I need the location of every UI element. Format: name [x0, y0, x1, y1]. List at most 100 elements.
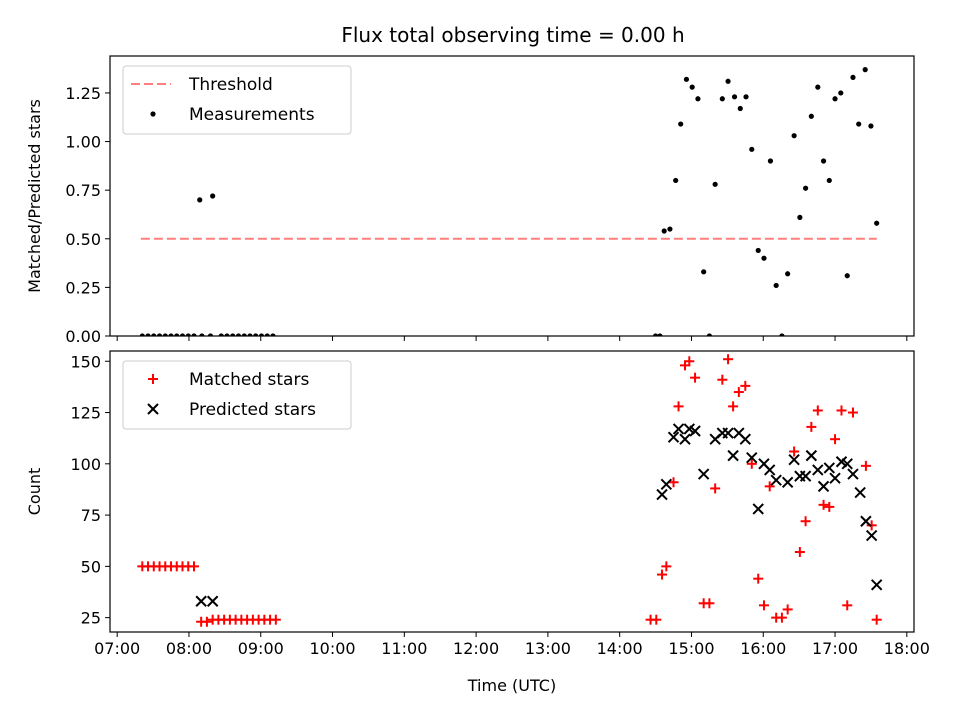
measurement-point [235, 333, 242, 336]
predicted-star-point [823, 462, 835, 474]
measurement-point [832, 96, 838, 102]
matched-star-point [812, 405, 823, 416]
x-tick-label: 10:00 [309, 639, 355, 658]
predicted-star-d2 [672, 423, 685, 435]
y-tick-label: 75 [81, 506, 101, 525]
predicted-star-point [739, 433, 752, 445]
predicted-star-d2 [764, 464, 776, 476]
predicted-star-d2 [788, 454, 800, 466]
axes-frame [109, 55, 915, 337]
y-tick-label: 0.50 [65, 230, 101, 249]
predicted-star-d2 [841, 458, 853, 470]
matched-star-point [201, 616, 212, 627]
measurement-point [695, 96, 701, 102]
measurement-point [156, 333, 163, 336]
x-tick-label: 18:00 [884, 639, 930, 658]
legend-dot-swatch [150, 111, 156, 117]
x-axis-label: Time (UTC) [467, 676, 556, 695]
x-tick-label: 13:00 [525, 639, 571, 658]
measurement-point [749, 146, 755, 152]
matched-star-point [690, 372, 701, 383]
predicted-star-d2 [835, 456, 848, 468]
matched-star-point [657, 569, 668, 580]
predicted-star-point [865, 529, 878, 542]
predicted-star-point [206, 595, 219, 607]
matched-star-point [776, 612, 787, 623]
top-panel: 0.00 0.25 0.50 0.75 1.00 1.25 Matched/Predicte… [25, 55, 915, 346]
matched-star-point [710, 483, 721, 494]
matched-star-point [188, 561, 199, 572]
predicted-star-point [672, 423, 685, 435]
predicted-star-d2 [697, 468, 710, 480]
matched-star-point [758, 600, 769, 611]
measurement-point [247, 333, 253, 336]
x-tick-label: 15:00 [668, 639, 714, 658]
measurement-point [673, 177, 679, 184]
predicted-star-d2 [683, 423, 696, 435]
predicted-star-point [660, 478, 673, 491]
matched-star-point [668, 477, 679, 488]
measurement-point [657, 333, 663, 336]
y-axis-label: Matched/Predicted stars [25, 99, 44, 293]
measurement-point [241, 333, 247, 336]
matched-star-point [794, 547, 805, 558]
measurement-point [210, 193, 216, 199]
matched-star-point [806, 421, 817, 432]
matched-star-point [866, 520, 877, 531]
matched-star-point [830, 434, 841, 445]
measurement-point [815, 84, 821, 90]
measurement-point [826, 177, 832, 184]
predicted-star-d2 [733, 427, 745, 439]
predicted-star-point [679, 433, 691, 445]
x-tick-label: 17:00 [812, 639, 858, 658]
matched-star-point [270, 614, 281, 625]
predicted-star-d2 [689, 425, 701, 437]
legend-plus-label: Matched stars [189, 370, 309, 390]
measurement-point [197, 197, 203, 203]
matched-star-point [684, 356, 695, 367]
predicted-star-point [752, 503, 764, 515]
measurement-point [689, 84, 695, 90]
measurement-point [838, 90, 844, 96]
x-tick-label: 08:00 [166, 639, 212, 658]
predicted-star-point [817, 480, 830, 493]
y-tick-label: 1.00 [65, 133, 101, 152]
measurement-point [174, 333, 180, 336]
predicted-star-d2 [739, 433, 752, 445]
x-tick-label: 16:00 [740, 639, 786, 658]
measurement-point [661, 228, 667, 234]
measurement-point [185, 333, 191, 336]
y-tick-label: 125 [70, 404, 101, 423]
measurement-point [874, 220, 880, 226]
matched-star-point [728, 401, 739, 412]
y-tick-label: 100 [70, 455, 101, 474]
predicted-star-point [770, 474, 782, 486]
predicted-star-d2 [770, 474, 782, 486]
x-tick-label: 14:00 [597, 639, 643, 658]
matched-star-point [860, 460, 871, 471]
matched-star-point [836, 405, 847, 416]
matched-star-point [704, 598, 715, 609]
matched-star-point [782, 604, 793, 615]
legend-x-label: Predicted stars [189, 400, 316, 420]
predicted-star-point [764, 464, 776, 476]
legend-threshold-label: Threshold [188, 75, 273, 95]
predicted-star-point [667, 431, 680, 443]
matched-star-point [717, 374, 728, 385]
x-tick-label: 07:00 [94, 639, 140, 658]
measurement-point [270, 333, 276, 336]
matched-star-point [746, 458, 757, 469]
predicted-star-d2 [865, 529, 878, 542]
predicted-star-point [727, 449, 739, 462]
measurement-point [779, 333, 785, 336]
predicted-star-d2 [854, 486, 866, 499]
matched-star-point [673, 401, 684, 412]
measurement-point [145, 333, 151, 336]
measurement-point [224, 333, 230, 336]
predicted-star-point [847, 468, 859, 480]
legend-dot-label: Measurements [189, 105, 315, 125]
predicted-star-d2 [860, 515, 872, 527]
measurement-point [808, 113, 814, 119]
predicted-star-d2 [847, 468, 859, 480]
